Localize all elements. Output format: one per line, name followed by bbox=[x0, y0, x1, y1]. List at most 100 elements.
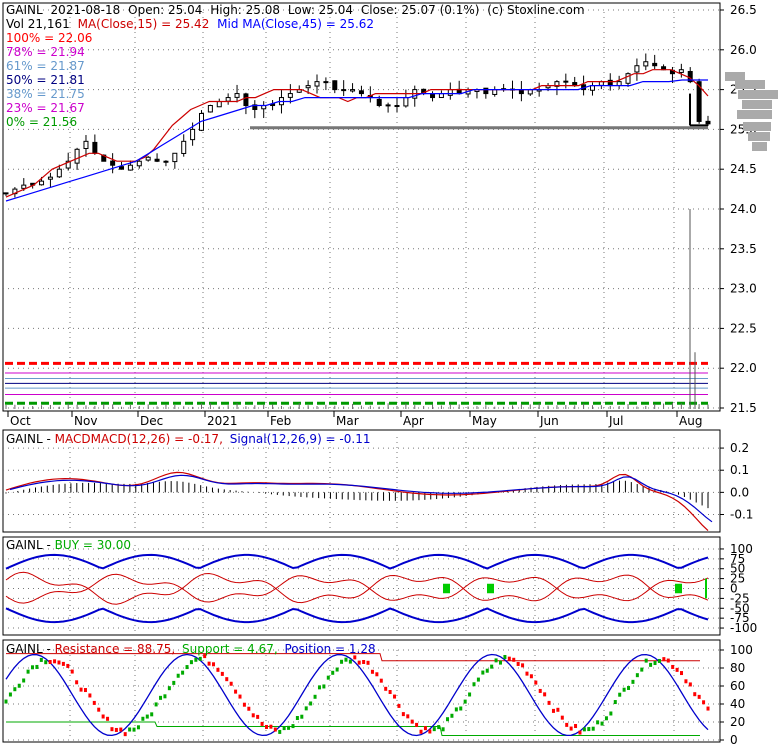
y-tick-label: -100 bbox=[730, 621, 757, 635]
stochastic-step bbox=[216, 667, 220, 672]
candle-body bbox=[287, 93, 293, 98]
candle-body bbox=[3, 192, 9, 195]
stochastic-step bbox=[591, 726, 595, 731]
stochastic-step bbox=[697, 694, 701, 699]
candle-body bbox=[314, 81, 320, 87]
stochastic-step bbox=[415, 722, 419, 727]
stochastic-step bbox=[88, 693, 92, 698]
stochastic-step bbox=[48, 660, 52, 665]
stochastic-step bbox=[331, 670, 335, 675]
price-panel-frame bbox=[2, 2, 721, 412]
stochastic-step bbox=[494, 658, 498, 663]
stochastic-step bbox=[114, 727, 118, 732]
stochastic-step bbox=[657, 658, 661, 663]
stochastic-step bbox=[516, 661, 520, 666]
stochastic-step bbox=[251, 713, 255, 718]
stochastic-step bbox=[468, 692, 472, 697]
x-tick-label: Mar bbox=[336, 414, 359, 428]
y-tick-label: 0.0 bbox=[730, 485, 749, 499]
stochastic-step bbox=[706, 706, 710, 711]
fib-level-label: 23% = 21.67 bbox=[6, 101, 85, 115]
stochastic-step bbox=[287, 725, 291, 730]
y-tick-label: 20 bbox=[730, 715, 745, 729]
stochastic-step bbox=[291, 724, 295, 729]
y-tick-label: 0 bbox=[730, 733, 738, 745]
volume-profile-bar bbox=[725, 72, 745, 81]
stochastic-step bbox=[132, 727, 136, 732]
header-close: Close: 25.07 (0.1%) bbox=[361, 3, 480, 17]
stochastic-step bbox=[684, 679, 688, 684]
signal-label: Signal(12,26,9) = -0.11 bbox=[230, 432, 371, 446]
stochastic-step bbox=[627, 685, 631, 690]
candle-body bbox=[403, 97, 409, 107]
stochastic-step bbox=[666, 658, 670, 663]
stochastic-step bbox=[649, 662, 653, 667]
candle-body bbox=[563, 80, 569, 83]
stochastic-step bbox=[675, 667, 679, 672]
stochastic-step bbox=[4, 699, 8, 704]
candle-body bbox=[705, 120, 711, 125]
stochastic-step bbox=[472, 682, 476, 687]
stochastic-step bbox=[613, 700, 617, 705]
stochastic-step bbox=[189, 660, 193, 665]
stochastic-step bbox=[463, 699, 467, 704]
stochastic-step bbox=[582, 727, 586, 732]
stochastic-step bbox=[410, 719, 414, 724]
candle-body bbox=[181, 140, 187, 154]
candle-body bbox=[554, 81, 560, 87]
candle-body bbox=[625, 73, 631, 84]
candle-body bbox=[47, 176, 53, 180]
stochastic-step bbox=[260, 721, 264, 726]
y-tick-label: -75 bbox=[730, 611, 750, 625]
candle-body bbox=[39, 180, 45, 186]
y-tick-label: 22.0 bbox=[730, 361, 757, 375]
header-credit: (c) Stoxline.com bbox=[487, 3, 584, 17]
candle-body bbox=[145, 156, 151, 161]
stochastic-step bbox=[26, 669, 30, 674]
candle-body bbox=[234, 93, 240, 98]
candle-body bbox=[83, 140, 89, 150]
price-panel: 26.526.025.525.024.524.023.523.022.522.0… bbox=[2, 2, 778, 428]
candle-body bbox=[163, 160, 169, 163]
stochastic-step bbox=[13, 687, 17, 692]
stochastic-step bbox=[481, 670, 485, 675]
x-tick-label: Feb bbox=[270, 414, 291, 428]
svg-text:GAINL - BUY = 30.00: GAINL - BUY = 30.00 bbox=[6, 538, 131, 552]
support-line bbox=[6, 721, 700, 736]
stochastic-step bbox=[688, 682, 692, 687]
ma45-label: Mid MA(Close,45) = 25.62 bbox=[217, 17, 374, 31]
macd-panel-frame bbox=[2, 429, 721, 533]
macd-title-prefix: GAINL - bbox=[6, 432, 55, 446]
stochastic-step bbox=[229, 681, 233, 686]
stochastic-step bbox=[680, 671, 684, 676]
stochastic-step bbox=[247, 706, 251, 711]
stochastic-step bbox=[212, 662, 216, 667]
ma45-line bbox=[5, 79, 708, 202]
stochastic-step bbox=[344, 657, 348, 662]
macd-label: MACDMACD(12,26) = -0.17, bbox=[55, 432, 223, 446]
stochastic-step bbox=[123, 732, 127, 737]
ma15-label: MA(Close,15) = 25.42 bbox=[78, 17, 210, 31]
candle-body bbox=[643, 61, 649, 67]
y-tick-label: 24.5 bbox=[730, 162, 757, 176]
stochastic-step bbox=[304, 706, 308, 711]
stochastic-step bbox=[379, 678, 383, 683]
buy-label: BUY = 30.00 bbox=[55, 538, 131, 552]
candle-body bbox=[616, 81, 622, 87]
stochastic-step bbox=[547, 700, 551, 705]
stochastic-step bbox=[110, 727, 114, 732]
header-open: Open: 25.04 bbox=[128, 3, 202, 17]
candle-body bbox=[385, 104, 391, 107]
stochastic-step bbox=[702, 700, 706, 705]
stochastic-step bbox=[203, 654, 207, 659]
stochastic-step bbox=[159, 695, 163, 700]
candle-body bbox=[136, 160, 142, 167]
buy-band-lower bbox=[5, 607, 709, 624]
stochastic-step bbox=[419, 729, 423, 734]
buy-title-prefix: GAINL - bbox=[6, 538, 55, 552]
stochastic-step bbox=[75, 680, 79, 685]
stochastic-step bbox=[503, 654, 507, 659]
stochastic-step bbox=[662, 657, 666, 662]
